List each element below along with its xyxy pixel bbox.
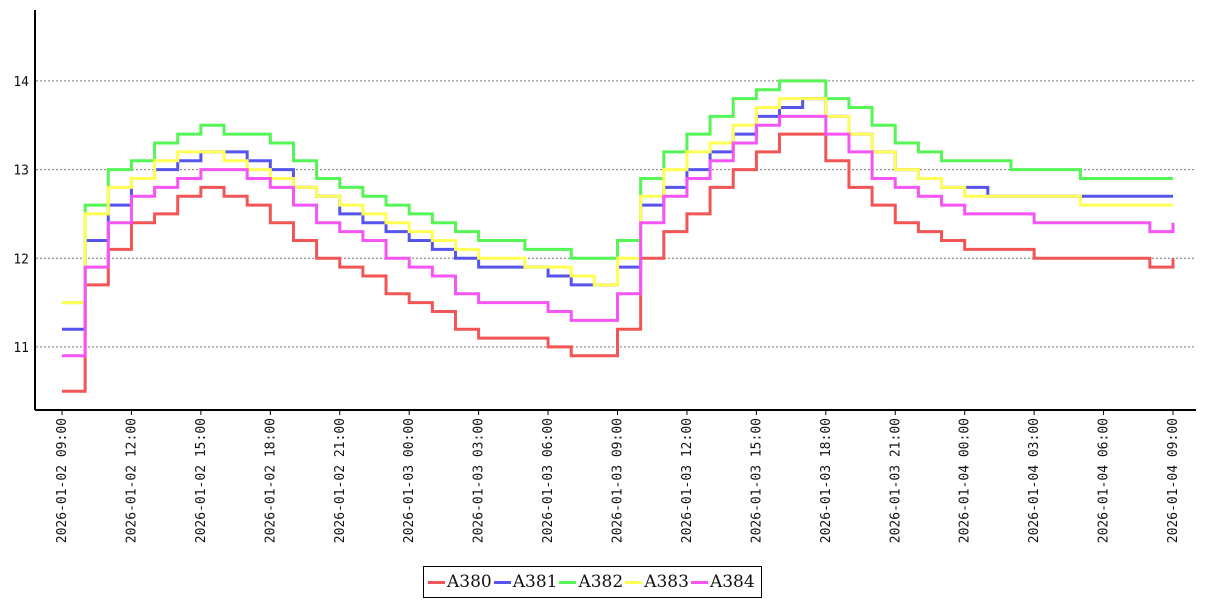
axes [34, 10, 1196, 411]
legend-item-a383: A383 [625, 572, 689, 592]
legend-label-a381: A381 [512, 572, 558, 592]
legend-label-a384: A384 [709, 572, 755, 592]
x-tick-label: 2026-01-03 00:00 [402, 418, 417, 543]
legend-swatch-a384 [690, 580, 708, 584]
y-tick-labels: 11 12 13 14 [13, 75, 29, 356]
x-tick-label: 2026-01-03 21:00 [888, 418, 903, 543]
x-tick-label: 2026-01-02 15:00 [194, 418, 209, 543]
legend-swatch-a380 [428, 580, 445, 584]
legend-label-a380: A380 [447, 572, 492, 592]
x-tick-label: 2026-01-04 09:00 [1166, 418, 1181, 543]
legend-item-a384: A384 [690, 572, 755, 592]
x-tick-label: 2026-01-03 12:00 [680, 418, 695, 543]
series-line-a384 [62, 114, 1175, 358]
x-tick-labels: 2026-01-02 09:00 2026-01-02 12:00 2026-01-… [55, 410, 1181, 543]
series-lines [62, 79, 1175, 393]
legend-label-a382: A382 [578, 572, 624, 592]
series-line-a380 [62, 132, 1175, 393]
x-tick-label: 2026-01-03 06:00 [541, 418, 556, 543]
y-tick-label: 12 [13, 252, 29, 267]
x-tick-label: 2026-01-04 03:00 [1027, 418, 1042, 543]
x-tick-label: 2026-01-02 21:00 [333, 418, 348, 543]
x-tick-label: 2026-01-04 00:00 [958, 418, 973, 543]
y-tick-label: 14 [13, 75, 29, 90]
legend-label-a383: A383 [644, 572, 689, 592]
x-tick-label: 2026-01-02 09:00 [55, 418, 70, 543]
x-tick-label: 2026-01-04 06:00 [1097, 418, 1112, 543]
legend-item-a382: A382 [559, 572, 623, 592]
y-tick-label: 13 [13, 164, 29, 179]
x-tick-label: 2026-01-02 18:00 [263, 418, 278, 543]
series-line-a383 [62, 97, 1173, 305]
legend-swatch-a382 [559, 580, 577, 584]
legend-item-a380: A380 [428, 572, 492, 592]
x-tick-label: 2026-01-03 18:00 [819, 418, 834, 543]
legend: A380 A381 A382 A383 A384 [423, 566, 762, 598]
legend-swatch-a383 [625, 580, 643, 584]
x-tick-label: 2026-01-02 12:00 [124, 418, 139, 543]
legend-swatch-a381 [493, 580, 511, 584]
x-tick-label: 2026-01-03 03:00 [472, 418, 487, 543]
x-tick-label: 2026-01-03 15:00 [749, 418, 764, 543]
legend-item-a381: A381 [493, 572, 558, 592]
x-tick-label: 2026-01-03 09:00 [611, 418, 626, 543]
y-tick-label: 11 [13, 341, 29, 356]
series-line-a382 [62, 79, 1173, 305]
